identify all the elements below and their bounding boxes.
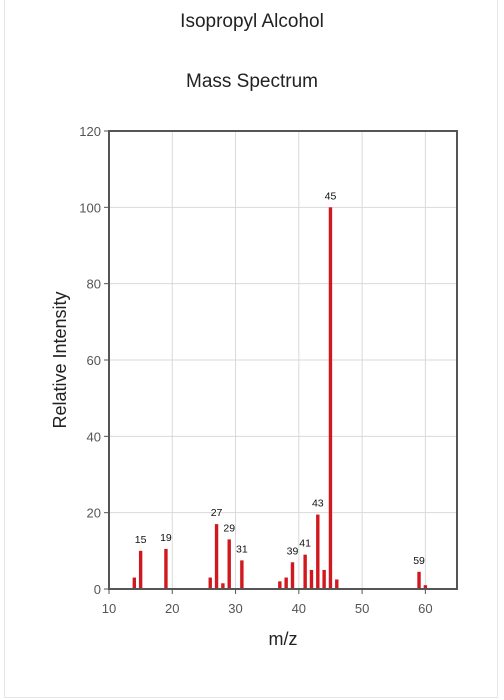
y-tick-label: 120: [79, 124, 101, 139]
bar-mz-27: [214, 524, 219, 589]
bars: [132, 207, 428, 590]
bar-mz-37: [278, 581, 282, 589]
x-tick-label: 40: [292, 601, 306, 616]
chart-subtitle: Mass Spectrum: [186, 71, 318, 92]
bar-mz-41: [303, 554, 307, 589]
y-tick-label: 80: [87, 277, 101, 292]
bar-mz-28: [221, 583, 225, 589]
bar-mz-45: [328, 207, 333, 590]
bar-mz-38: [284, 577, 288, 589]
data-label-59: 59: [413, 555, 425, 567]
x-tick-label: 10: [102, 601, 116, 616]
y-tick-label: 20: [87, 506, 101, 521]
bar-mz-39: [290, 562, 295, 589]
data-label-27: 27: [211, 507, 223, 519]
data-label-19: 19: [160, 532, 172, 544]
bar-mz-59: [417, 571, 421, 589]
bar-mz-15: [138, 550, 143, 589]
data-label-31: 31: [236, 543, 248, 555]
data-label-41: 41: [299, 538, 311, 550]
data-label-15: 15: [135, 534, 147, 546]
y-tick-label: 60: [87, 353, 101, 368]
bar-mz-44: [322, 569, 326, 589]
x-tick-labels: 10 20 30 40 50 60: [102, 589, 433, 616]
bar-mz-42: [309, 569, 314, 589]
bar-mz-29: [227, 539, 231, 589]
bar-mz-26: [208, 577, 212, 589]
bar-mz-14: [132, 577, 137, 589]
x-tick-label: 30: [228, 601, 242, 616]
x-tick-label: 20: [165, 601, 179, 616]
y-tick-label: 100: [79, 200, 101, 215]
data-label-39: 39: [287, 545, 299, 557]
chart-frame: [4, 0, 498, 698]
data-label-29: 29: [223, 522, 235, 534]
bar-mz-19: [164, 548, 168, 589]
bar-mz-60: [423, 585, 428, 589]
x-axis-label: m/z: [269, 629, 298, 649]
y-tick-labels: 0 20 40 60 80 100 120: [79, 124, 109, 597]
grid: [108, 130, 457, 590]
x-tick-label: 60: [418, 601, 432, 616]
chart-title: Isopropyl Alcohol: [180, 11, 324, 32]
data-label-43: 43: [312, 498, 324, 510]
y-tick-label: 0: [94, 582, 101, 597]
bar-mz-46: [335, 579, 339, 589]
bar-mz-43: [316, 514, 320, 589]
x-tick-label: 50: [355, 601, 369, 616]
data-label-45: 45: [325, 190, 337, 202]
bar-mz-31: [240, 560, 244, 589]
y-axis-label: Relative Intensity: [50, 291, 70, 428]
y-tick-label: 40: [87, 429, 101, 444]
